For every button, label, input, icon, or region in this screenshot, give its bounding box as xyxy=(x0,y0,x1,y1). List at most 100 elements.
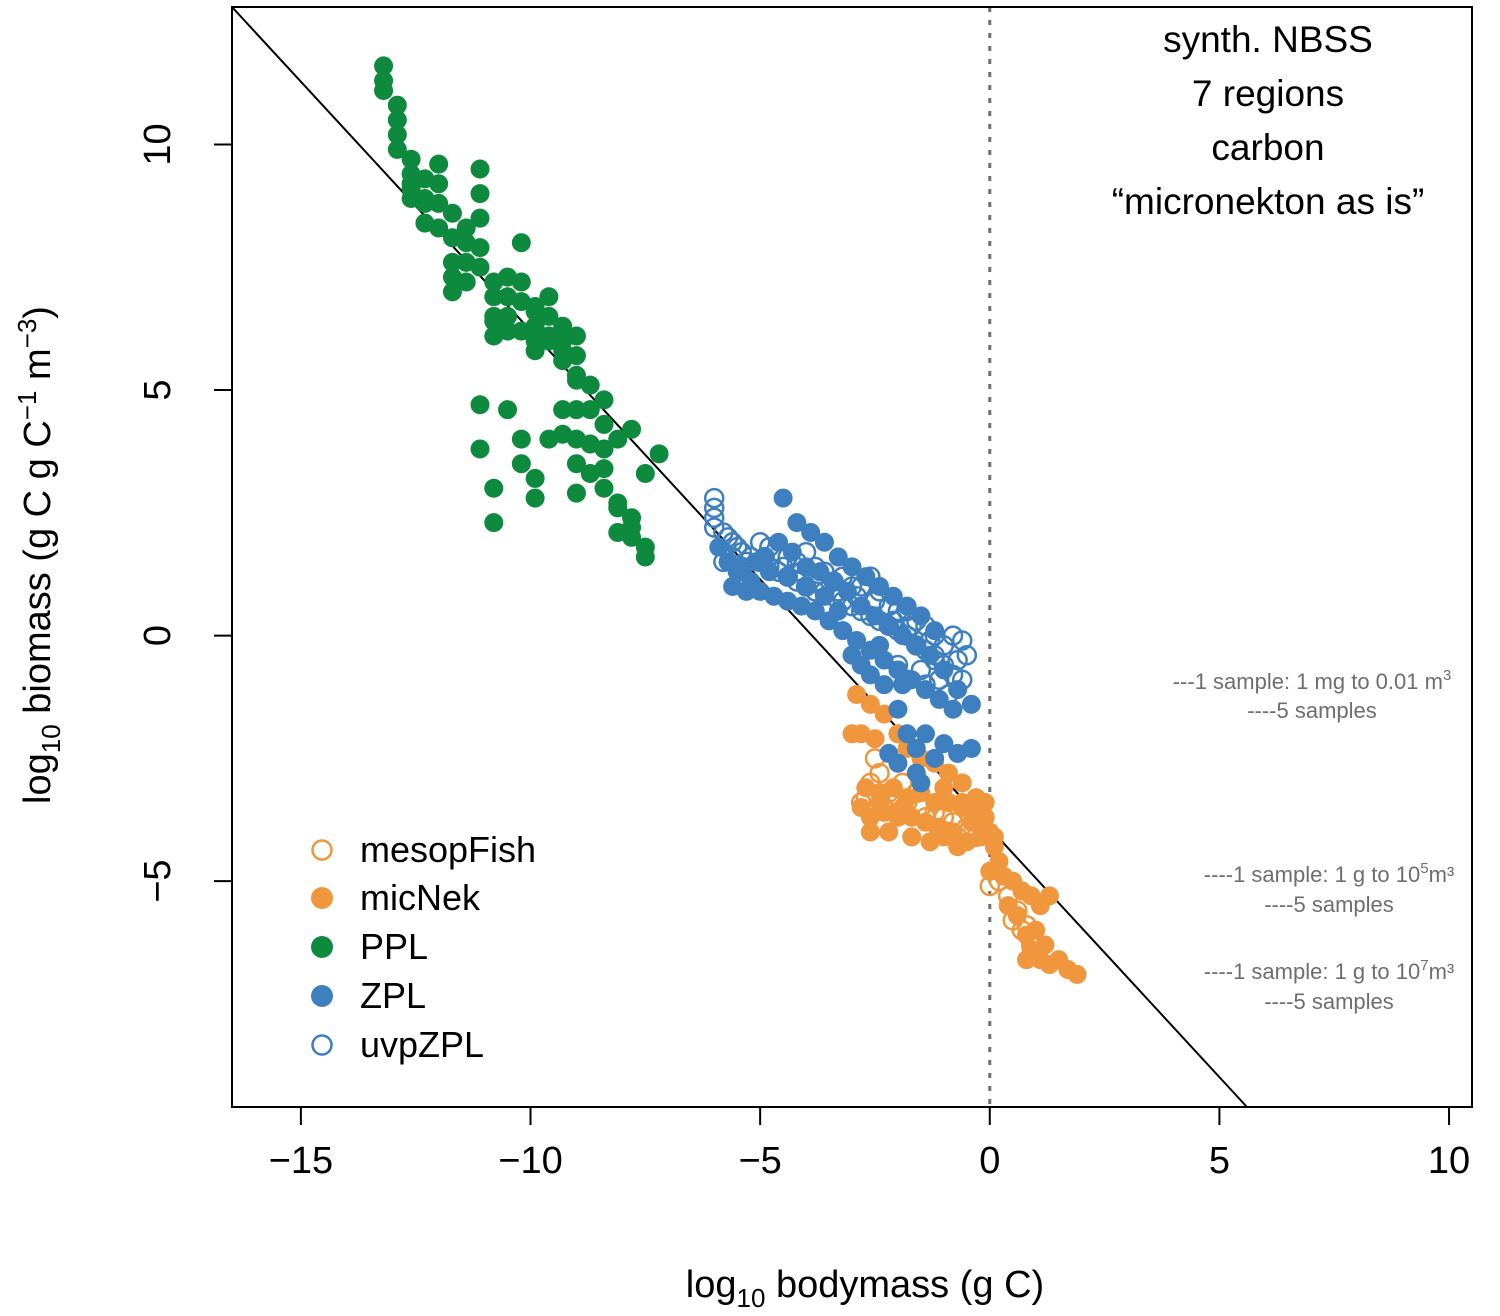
point-ppl-18 xyxy=(442,203,462,223)
info-line-3: carbon xyxy=(1211,127,1324,168)
info-text-block: synth. NBSS 7 regions carbon “micronekto… xyxy=(1112,19,1425,222)
legend-label-mesopfish: mesopFish xyxy=(360,829,536,870)
point-zpl-40 xyxy=(833,621,853,641)
y-tick-label-1: 0 xyxy=(137,625,179,646)
x-tick-label-5: 10 xyxy=(1428,1140,1470,1182)
point-uvpzpl-69 xyxy=(846,586,867,607)
point-ppl-60 xyxy=(594,414,614,434)
point-uvpzpl-54 xyxy=(869,581,890,602)
point-uvpzpl-66 xyxy=(791,561,812,582)
point-uvpzpl-14 xyxy=(805,581,826,602)
point-ppl-23 xyxy=(456,218,476,238)
point-ppl-100 xyxy=(401,174,421,194)
point-zpl-19 xyxy=(961,694,981,714)
point-ppl-27 xyxy=(470,159,490,179)
point-zpl-53 xyxy=(906,739,926,759)
point-uvpzpl-64 xyxy=(754,546,775,568)
point-zpl-5 xyxy=(769,532,789,552)
legend: mesopFish micNek PPL ZPL uvpZPL xyxy=(311,829,536,1065)
y-axis-title: log10 biomass (g C g C−1 m−3) xyxy=(12,306,66,804)
point-zpl-38 xyxy=(805,601,825,621)
point-ppl-59 xyxy=(594,390,614,410)
x-tick-label-0: −15 xyxy=(269,1140,333,1182)
point-ppl-2 xyxy=(374,80,394,100)
point-ppl-63 xyxy=(470,395,490,415)
legend-label-ppl: PPL xyxy=(360,926,428,967)
point-uvpzpl-46 xyxy=(795,541,817,563)
point-zpl-72 xyxy=(893,675,913,695)
point-micnek-1 xyxy=(860,694,880,714)
point-uvpzpl-62 xyxy=(726,536,748,558)
legend-marker-zpl xyxy=(311,985,333,1007)
legend-label-zpl: ZPL xyxy=(360,975,426,1016)
point-micnek-50 xyxy=(1026,920,1046,940)
point-uvpzpl-30 xyxy=(951,669,973,691)
point-ppl-15 xyxy=(429,174,449,194)
point-zpl-60 xyxy=(888,753,908,773)
point-uvpzpl-35 xyxy=(924,644,945,666)
scale-annotation-2-line2: ----5 samples xyxy=(1264,892,1394,917)
point-ppl-91 xyxy=(635,464,655,484)
legend-marker-micnek xyxy=(311,887,333,909)
point-micnek-5 xyxy=(865,729,885,749)
point-zpl-44 xyxy=(888,660,908,680)
point-ppl-98 xyxy=(484,311,504,331)
point-ppl-20 xyxy=(442,252,462,272)
point-micnek-11 xyxy=(952,773,972,793)
point-ppl-70 xyxy=(525,468,545,488)
point-ppl-29 xyxy=(470,208,490,228)
point-ppl-22 xyxy=(442,282,462,302)
point-ppl-90 xyxy=(635,547,655,567)
point-zpl-54 xyxy=(915,724,935,744)
point-ppl-6 xyxy=(387,139,407,159)
point-micnek-10 xyxy=(938,763,958,783)
point-ppl-71 xyxy=(525,488,545,508)
scale-annotations: ---1 sample: 1 mg to 0.01 m3 ----5 sampl… xyxy=(1173,667,1455,1014)
legend-marker-ppl xyxy=(311,936,333,958)
x-tick-label-1: −10 xyxy=(498,1140,562,1182)
point-zpl-73 xyxy=(870,635,890,655)
point-micnek-57 xyxy=(1035,935,1055,955)
point-zpl-52 xyxy=(897,724,917,744)
legend-label-uvpzpl: uvpZPL xyxy=(360,1024,484,1065)
point-zpl-23 xyxy=(814,532,834,552)
point-uvpzpl-60 xyxy=(924,625,945,646)
point-micnek-31 xyxy=(879,822,899,842)
point-ppl-48 xyxy=(539,287,559,307)
point-uvpzpl-76 xyxy=(915,674,936,695)
point-ppl-4 xyxy=(387,110,407,130)
scale-annotation-3-line1: ----1 sample: 1 g to 107m³ xyxy=(1204,957,1454,984)
point-zpl-22 xyxy=(801,522,821,542)
legend-marker-mesopfish xyxy=(311,839,333,861)
point-micnek-17 xyxy=(925,793,945,813)
point-ppl-64 xyxy=(470,439,490,459)
scale-annotation-1-line2: ----5 samples xyxy=(1247,698,1377,723)
point-ppl-28 xyxy=(470,184,490,204)
point-zpl-51 xyxy=(888,699,908,719)
point-ppl-99 xyxy=(415,193,435,213)
point-uvpzpl-65 xyxy=(772,556,794,578)
point-zpl-29 xyxy=(897,596,917,616)
point-micnek-34 xyxy=(934,827,954,847)
point-ppl-73 xyxy=(553,400,573,420)
point-micnek-68 xyxy=(984,827,1004,847)
point-ppl-94 xyxy=(622,518,642,538)
point-uvpzpl-67 xyxy=(809,571,831,592)
point-ppl-40 xyxy=(511,233,531,253)
point-uvpzpl-75 xyxy=(938,684,959,705)
point-zpl-21 xyxy=(787,513,807,533)
point-ppl-82 xyxy=(594,439,614,459)
point-uvpzpl-53 xyxy=(860,566,881,587)
point-zpl-50 xyxy=(874,675,894,695)
point-micnek-6 xyxy=(842,724,862,744)
point-ppl-67 xyxy=(498,400,518,420)
point-uvpzpl-63 xyxy=(736,551,757,573)
point-ppl-5 xyxy=(387,125,407,145)
legend-marker-uvpzpl xyxy=(311,1034,333,1056)
scale-annotation-3-line2: ----5 samples xyxy=(1264,989,1394,1014)
point-ppl-51 xyxy=(553,316,573,336)
x-tick-label-4: 5 xyxy=(1209,1140,1230,1182)
point-uvpzpl-73 xyxy=(919,630,941,651)
point-micnek-48 xyxy=(1007,905,1027,925)
